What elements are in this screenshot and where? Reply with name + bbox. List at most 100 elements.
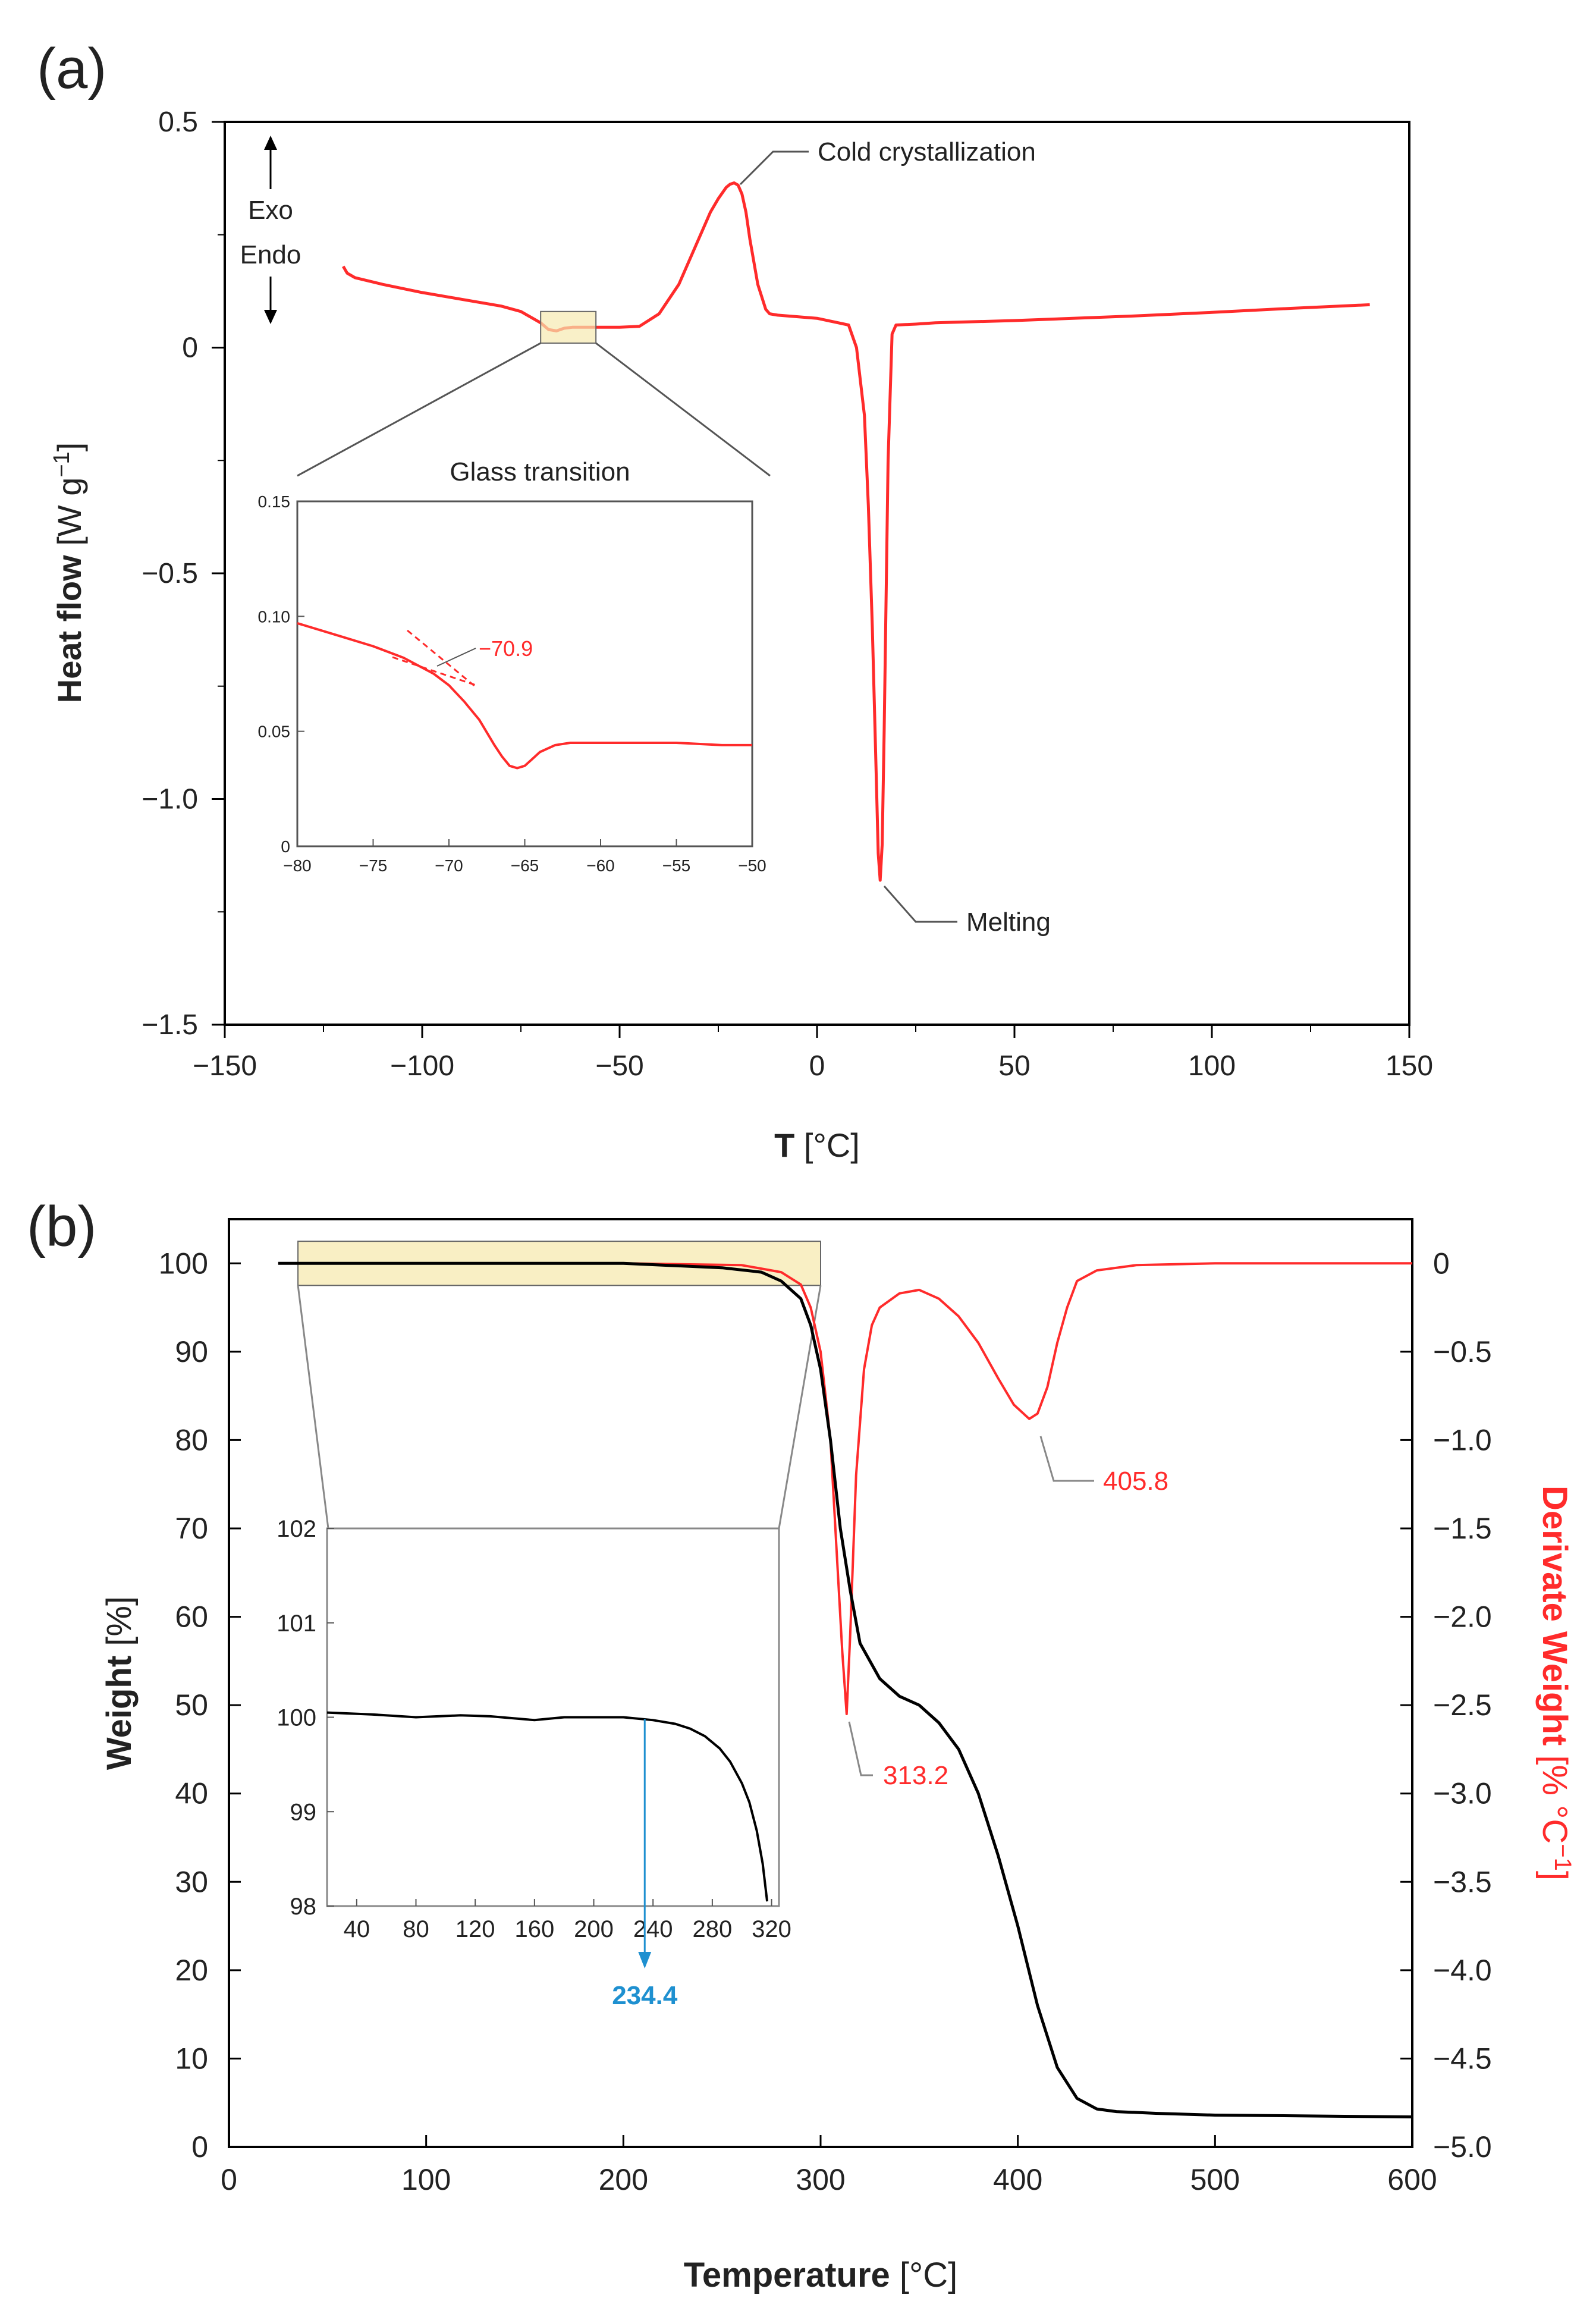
inset-y-tick-label: 0 <box>281 837 290 856</box>
tga-y2-tick-label: −4.0 <box>1433 1954 1492 1987</box>
tga-y-tick-label: 80 <box>175 1423 208 1456</box>
panel-a-label: (a) <box>37 37 106 101</box>
tga-inset-x-tick-label: 40 <box>344 1916 370 1942</box>
tga-inset-x-tick-label: 80 <box>403 1916 429 1942</box>
tga-y2-tick-label: −4.5 <box>1433 2042 1492 2075</box>
tga-x-tick-label: 400 <box>993 2163 1042 2196</box>
zoom-connector-left <box>297 1285 329 1529</box>
cold-crystallization-label: Cold crystallization <box>818 137 1036 167</box>
tga-inset-x-tick-label: 200 <box>574 1916 614 1942</box>
melting-label: Melting <box>966 908 1051 937</box>
tga-inset-y-tick-label: 101 <box>277 1610 316 1637</box>
tga-inset-x-tick-label: 120 <box>455 1916 495 1942</box>
tga-x-tick-label: 0 <box>221 2163 237 2196</box>
tga-x-label-name: Temperature <box>684 2256 890 2294</box>
dsc-y-label-close: ] <box>51 442 88 452</box>
inset-y-tick-label: 0.05 <box>258 723 291 741</box>
tga-y2-axis-label: Derivate Weight [% °C−1] <box>1535 1486 1576 1881</box>
tga-y-tick-label: 50 <box>175 1688 208 1722</box>
inset-frame <box>296 500 753 847</box>
dsc-y-tick-label: 0 <box>182 332 198 364</box>
melting-leader <box>883 886 957 923</box>
zoom-connector-left <box>297 342 541 477</box>
inset-series-line <box>297 621 752 770</box>
tga-y2-tick-label: −1.0 <box>1433 1423 1492 1456</box>
tga-y2-tick-label: −1.5 <box>1433 1512 1492 1545</box>
tga-y2-label-name: Derivate Weight <box>1535 1486 1574 1746</box>
tga-x-tick-label: 500 <box>1190 2163 1240 2196</box>
dsc-x-tick-label: −150 <box>193 1050 257 1082</box>
tga-y-label-unit: [%] <box>100 1596 139 1656</box>
tga-y-label-name: Weight <box>100 1656 139 1770</box>
exo-label: Exo <box>248 196 293 225</box>
onset-label: −70.9 <box>479 636 533 661</box>
inset-x-tick-label: −60 <box>586 856 615 875</box>
tga-y-axis-label: Weight [%] <box>100 1596 139 1770</box>
onset-arrow-icon <box>638 1952 652 1969</box>
dsc-x-tick-label: 0 <box>809 1050 825 1082</box>
tga-y-tick-label: 100 <box>159 1247 208 1280</box>
tga-inset-x-tick-label: 320 <box>752 1916 791 1942</box>
tga-chart: 0 100 200 300 400 500 600010203040506070809010… <box>100 1218 1576 2294</box>
tga-x-tick-label: 100 <box>401 2163 451 2196</box>
tga-y-tick-label: 40 <box>175 1777 208 1810</box>
dsc-x-tick-label: 150 <box>1385 1050 1433 1082</box>
panel-b-label: (b) <box>27 1195 96 1258</box>
tga-y2-tick-label: −2.0 <box>1433 1600 1492 1634</box>
dsc-x-tick-label: −100 <box>390 1050 454 1082</box>
dsc-y-label-unit: [W g <box>51 478 88 555</box>
tga-y2-label-close: ] <box>1535 1871 1574 1881</box>
dsc-x-tick-label: 100 <box>1188 1050 1236 1082</box>
tga-y2-tick-label: −2.5 <box>1433 1688 1492 1722</box>
dsc-y-tick-label: −0.5 <box>142 558 198 589</box>
dsc-x-axis-label: T [°C] <box>774 1126 860 1164</box>
tga-y-tick-label: 20 <box>175 1954 208 1987</box>
tangent-line-2 <box>392 656 476 686</box>
tga-y2-tick-label: −3.0 <box>1433 1777 1492 1810</box>
tga-inset-x-tick-label: 240 <box>633 1916 673 1942</box>
inset-x-tick-label: −80 <box>283 856 312 875</box>
inset-x-tick-label: −55 <box>662 856 691 875</box>
dsc-y-label-name: Heat flow <box>51 555 88 703</box>
tga-y-tick-label: 0 <box>191 2130 208 2164</box>
inset-x-tick-label: −75 <box>359 856 388 875</box>
tga-inset-x-tick-label: 160 <box>514 1916 554 1942</box>
tga-y2-label-unit: [% °C <box>1535 1746 1574 1844</box>
dsc-x-tick-label: 50 <box>998 1050 1030 1082</box>
tga-x-tick-label: 200 <box>599 2163 648 2196</box>
peak-405-leader <box>1039 1436 1094 1482</box>
inset-y-tick-label: 0.10 <box>258 607 291 626</box>
tga-y2-tick-label: −3.5 <box>1433 1865 1492 1898</box>
tga-y-tick-label: 70 <box>175 1512 208 1545</box>
tga-inset-x-tick-label: 280 <box>692 1916 732 1942</box>
onset-temperature-label: 234.4 <box>612 1981 678 2010</box>
glass-transition-zoom-box <box>540 310 597 344</box>
tga-inset-y-tick-label: 98 <box>290 1894 317 1920</box>
zoom-connector-right <box>595 342 771 477</box>
exo-arrowhead-icon <box>264 136 277 150</box>
dsc-x-label-unit: [°C] <box>794 1126 860 1164</box>
tga-y2-tick-label: −0.5 <box>1433 1335 1492 1368</box>
derivative-weight-line <box>278 1262 1412 1715</box>
dsc-y-tick-label: 0.5 <box>158 106 198 138</box>
tga-inset-y-tick-label: 100 <box>277 1705 316 1731</box>
inset-title: Glass transition <box>450 457 630 486</box>
inset-x-tick-label: −50 <box>738 856 766 875</box>
tga-y2-tick-label: 0 <box>1433 1247 1450 1280</box>
tga-inset-weight-line <box>326 1711 769 1902</box>
endo-label: Endo <box>240 240 301 269</box>
tga-y2-tick-label: −5.0 <box>1433 2130 1492 2164</box>
dsc-chart: −150 −100 −50 0 50 100 150 0.5 0 −0.5 −1.0 −1.5 Exo… <box>49 106 1433 1164</box>
weight-line <box>278 1261 1413 2118</box>
tga-y-tick-label: 10 <box>175 2042 208 2075</box>
tga-x-tick-label: 300 <box>796 2163 845 2196</box>
dsc-y-label-sup: −1 <box>49 451 74 477</box>
tga-y2-label-sup: −1 <box>1550 1844 1576 1871</box>
tga-y-tick-label: 90 <box>175 1335 208 1368</box>
tga-x-tick-label: 600 <box>1387 2163 1437 2196</box>
tangent-line-1 <box>407 629 476 688</box>
tga-y-tick-label: 60 <box>175 1600 208 1634</box>
onset-leader <box>436 648 476 667</box>
tga-x-axis-label: Temperature [°C] <box>684 2256 957 2294</box>
cold-crystallization-leader <box>739 150 809 186</box>
